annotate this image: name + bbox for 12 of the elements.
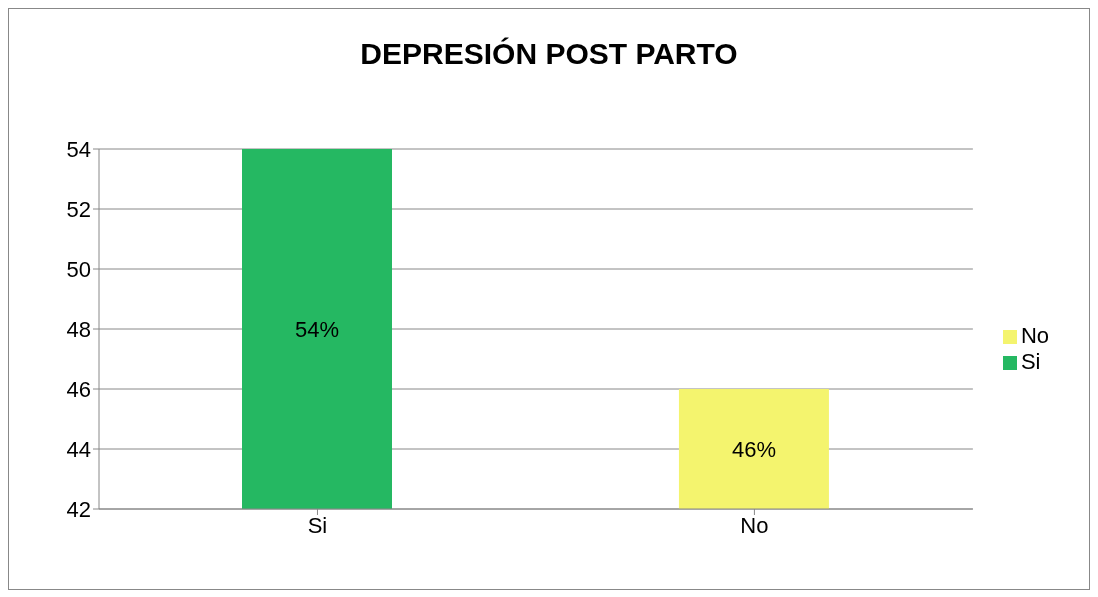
y-tick-label: 46 bbox=[66, 376, 91, 402]
y-tick-label: 50 bbox=[66, 256, 91, 282]
legend-label: Si bbox=[1020, 349, 1041, 374]
chart-title: DEPRESIÓN POST PARTO bbox=[359, 37, 739, 71]
y-tick-label: 42 bbox=[66, 496, 91, 522]
y-tick-label: 48 bbox=[66, 316, 91, 342]
y-tick-label: 52 bbox=[66, 196, 91, 222]
y-tick-label: 44 bbox=[66, 436, 91, 462]
y-tick-label: 54 bbox=[66, 136, 91, 162]
legend-label: No bbox=[1020, 323, 1049, 348]
data-label: 54% bbox=[294, 316, 340, 342]
data-label: 46% bbox=[731, 436, 776, 462]
